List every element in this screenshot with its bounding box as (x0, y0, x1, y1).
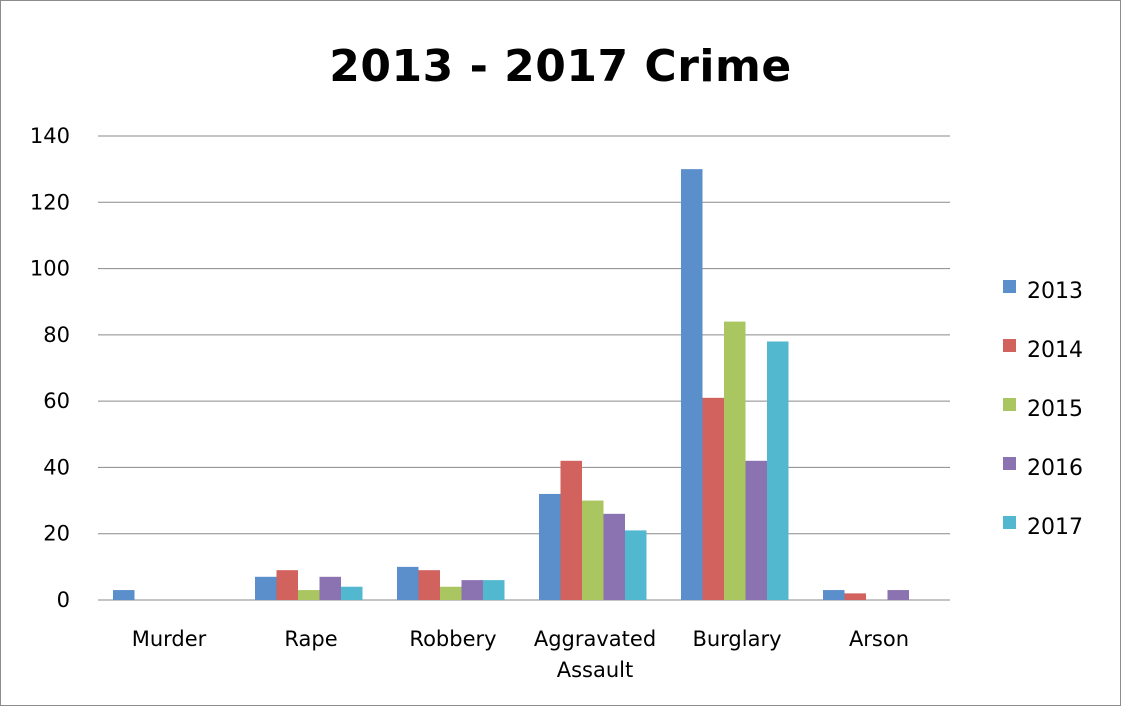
bar-2016 (603, 513, 625, 600)
legend-swatch (1003, 457, 1016, 470)
bar-2015 (582, 500, 604, 600)
chart-title: 2013 - 2017 Crime (329, 41, 792, 92)
x-tick-label: Aggravated (534, 627, 656, 651)
bar-2017 (341, 586, 363, 600)
bar-2013 (113, 590, 135, 600)
y-tick-label: 80 (43, 323, 70, 347)
legend-label: 2014 (1027, 338, 1083, 363)
legend: 2013 2014 2015 2016 2017 (1003, 279, 1083, 540)
x-tick-label: Murder (132, 627, 207, 651)
bar-2013 (823, 590, 845, 600)
bar-2017 (625, 530, 647, 600)
y-tick-label: 20 (43, 522, 70, 546)
legend-label: 2017 (1027, 515, 1083, 540)
bar-2017 (483, 580, 505, 600)
legend-swatch (1003, 280, 1016, 293)
legend-swatch (1003, 516, 1016, 529)
bar-2015 (440, 586, 462, 600)
bar-2013 (397, 566, 419, 600)
bar-2013 (681, 169, 703, 600)
y-tick-label: 140 (30, 124, 70, 148)
bar-2014 (418, 570, 440, 600)
gridlines (98, 135, 950, 601)
x-tick-label: Arson (849, 627, 909, 651)
bar-2016 (745, 460, 767, 600)
y-axis: 0 20 40 60 80 100 120 140 (30, 124, 70, 612)
x-axis: Murder Rape Robbery Aggravated Assault Burgla… (132, 627, 909, 682)
y-tick-label: 40 (43, 455, 70, 479)
bar-2014 (702, 397, 724, 600)
y-tick-label: 0 (57, 588, 70, 612)
legend-label: 2016 (1027, 456, 1083, 481)
y-tick-label: 60 (43, 389, 70, 413)
bar-2014 (844, 593, 866, 600)
bar-2016 (461, 580, 483, 600)
bar-2017 (767, 341, 789, 600)
legend-swatch (1003, 339, 1016, 352)
x-tick-label: Robbery (409, 627, 496, 651)
bar-2016 (887, 590, 909, 600)
bar-2013 (255, 576, 277, 600)
y-tick-label: 120 (30, 190, 70, 214)
x-tick-label: Rape (284, 627, 337, 651)
bar-2014 (560, 460, 582, 600)
y-tick-label: 100 (30, 257, 70, 281)
bar-2015 (298, 590, 320, 600)
bar-2016 (319, 576, 341, 600)
x-tick-label: Assault (557, 658, 634, 682)
legend-label: 2013 (1027, 279, 1083, 304)
bars (113, 169, 909, 600)
bar-2015 (724, 321, 746, 600)
x-tick-label: Burglary (692, 627, 781, 651)
bar-2014 (276, 570, 298, 600)
legend-swatch (1003, 398, 1016, 411)
legend-label: 2015 (1027, 397, 1083, 422)
bar-2013 (539, 493, 561, 600)
